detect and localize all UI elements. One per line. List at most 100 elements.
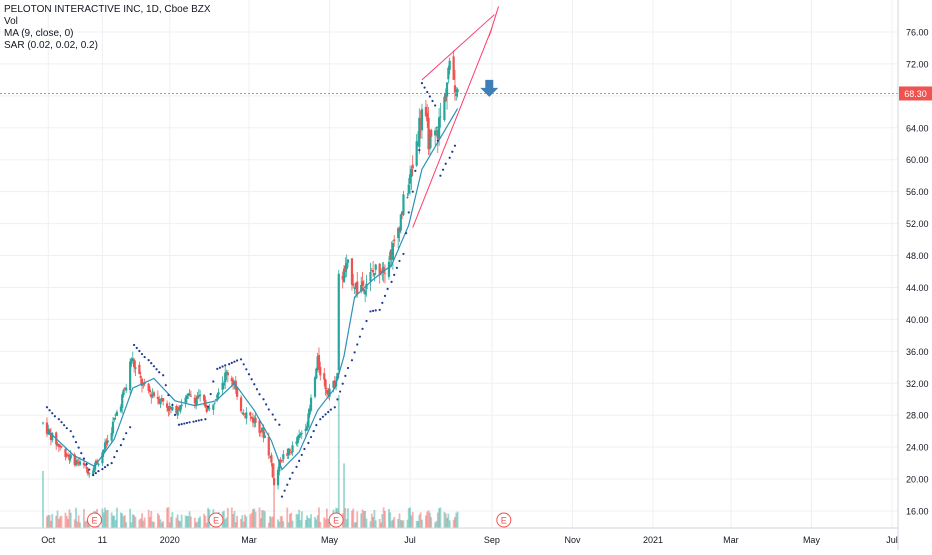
earnings-marker-icon[interactable] [86, 512, 102, 528]
x-tick-label: 11 [98, 535, 107, 545]
sar-dot [192, 420, 195, 423]
sar-dot [197, 419, 200, 422]
y-tick-label: 40.00 [906, 315, 929, 325]
candle-body [65, 455, 68, 456]
candle-body [48, 429, 51, 432]
sar-dot [167, 393, 170, 397]
volume-bar [86, 521, 89, 528]
candle-body [299, 433, 302, 436]
candle-body [86, 468, 89, 474]
volume-bar [204, 515, 207, 528]
earnings-marker-icon[interactable] [496, 512, 512, 528]
candle-body [319, 367, 322, 376]
sar-dot [97, 469, 100, 473]
sar-dot [209, 392, 212, 396]
sar-dot [402, 252, 405, 256]
sar-dot [405, 232, 408, 235]
earnings-marker-label: E [91, 516, 97, 526]
y-tick-label: 48.00 [906, 251, 929, 261]
candle-body [152, 392, 156, 397]
candle-body [354, 282, 358, 290]
volume-bar [180, 514, 183, 528]
volume-bar [156, 513, 159, 528]
volume-bar [258, 507, 261, 528]
candle-body [364, 290, 367, 295]
earnings-marker-label: E [333, 516, 339, 526]
candle-body [213, 402, 216, 404]
sar-dot [180, 423, 183, 426]
sar-dot [255, 388, 259, 391]
sar-dot [140, 352, 144, 356]
volume-bar [160, 522, 163, 528]
candle-body [269, 456, 272, 458]
sar-dot [341, 382, 344, 385]
candle-body [60, 446, 63, 448]
volume-bar [112, 515, 114, 528]
candle-body [350, 258, 354, 285]
candle-body [448, 60, 451, 70]
sar-dot [453, 144, 457, 147]
candle-body [176, 409, 179, 416]
volume-bar [456, 511, 459, 528]
volume-bar [444, 513, 447, 528]
candle-body [105, 440, 108, 445]
sar-dot [82, 457, 86, 460]
candle-body [324, 379, 327, 390]
candle-body [166, 403, 169, 408]
sar-dot [291, 471, 294, 474]
candle-body [212, 404, 215, 410]
candle-body [208, 407, 211, 409]
volume-bar [397, 519, 400, 528]
sar-dot [319, 418, 322, 421]
x-tick-label: Oct [41, 535, 56, 545]
sar-dot [80, 452, 83, 455]
sar-dot [441, 168, 445, 171]
candle-body [150, 394, 153, 398]
candle-body [262, 429, 265, 438]
volume-bar [116, 507, 118, 528]
sar-dot [239, 358, 243, 361]
earnings-marker-icon[interactable] [208, 512, 224, 528]
last-price-tag [899, 86, 932, 101]
volume-bar [67, 519, 69, 528]
candle-body [345, 262, 348, 270]
candle-body [360, 285, 363, 292]
volume-bar [101, 508, 104, 528]
candle-body [327, 390, 330, 396]
volume-bar [196, 521, 199, 528]
candle-body [94, 461, 97, 466]
candle-body [171, 407, 174, 411]
candle-body [243, 416, 247, 418]
volume-bar [401, 520, 404, 528]
sar-dot [258, 393, 261, 396]
candle-body [250, 416, 253, 419]
sar-dot [125, 432, 128, 435]
x-tick-label: 2021 [643, 535, 663, 545]
volume-bar [130, 522, 133, 528]
candle-body [66, 454, 70, 457]
volume-bar [382, 507, 385, 528]
volume-bar [343, 463, 345, 528]
volume-bar [187, 516, 190, 528]
sar-dot [448, 156, 451, 159]
volume-bar [186, 516, 188, 528]
x-tick-label: May [321, 535, 339, 545]
volume-bar [391, 519, 394, 528]
volume-bar [47, 514, 50, 528]
candle-body [258, 420, 261, 433]
candle-body [402, 194, 405, 215]
sar-dot [53, 415, 56, 418]
sar-dot [265, 403, 268, 406]
volume-bar [262, 510, 265, 528]
sar-dot [444, 162, 447, 165]
y-tick-label: 64.00 [906, 123, 929, 133]
candle-body [276, 469, 280, 486]
candle-body [175, 406, 178, 414]
volume-bar [129, 508, 132, 528]
earnings-marker-icon[interactable] [328, 512, 344, 528]
sar-dot [358, 335, 361, 338]
volume-bar [150, 510, 153, 528]
candle-body [434, 130, 437, 136]
